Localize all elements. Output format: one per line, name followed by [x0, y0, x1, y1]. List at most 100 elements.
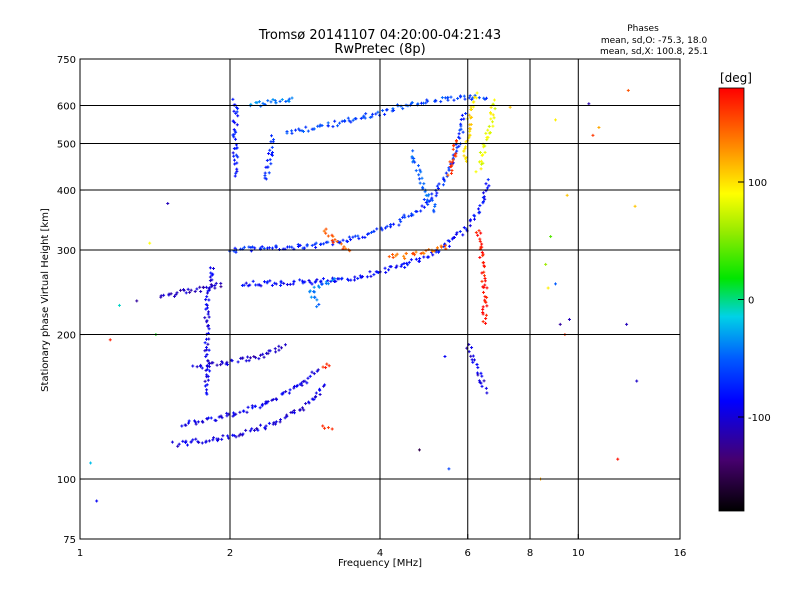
data-point [306, 376, 310, 380]
data-point [633, 204, 637, 208]
data-point [467, 113, 471, 117]
data-point [189, 440, 193, 444]
data-point [232, 158, 236, 162]
data-point [220, 416, 224, 420]
data-point [432, 210, 436, 214]
data-point [458, 94, 462, 98]
data-point [426, 99, 430, 103]
data-point [323, 383, 327, 387]
data-point [387, 268, 391, 272]
data-point [300, 279, 304, 283]
data-point [216, 437, 220, 441]
data-point [211, 361, 215, 365]
data-point [318, 392, 322, 396]
data-point [414, 169, 418, 173]
data-point [196, 420, 200, 424]
data-point [205, 295, 209, 299]
data-point [209, 416, 213, 420]
data-point [356, 277, 360, 281]
data-point [315, 278, 319, 282]
x-tick-label: 16 [674, 548, 687, 559]
colorbar-unit: [deg] [720, 71, 752, 85]
data-point [279, 279, 283, 283]
data-point [481, 254, 485, 258]
data-point [326, 124, 330, 128]
data-point [326, 234, 330, 238]
data-point [232, 413, 236, 417]
data-point [365, 275, 369, 279]
data-point [193, 289, 197, 293]
data-point [273, 99, 277, 103]
data-point [447, 244, 451, 248]
data-point [351, 118, 355, 122]
data-point [397, 223, 401, 227]
data-point [427, 247, 431, 251]
data-point [478, 210, 482, 214]
data-point [204, 345, 208, 349]
data-point [235, 106, 239, 110]
data-point [430, 196, 434, 200]
data-point [195, 287, 199, 291]
colorbar-tick-label: 0 [748, 296, 754, 307]
data-point [616, 457, 620, 461]
data-point [411, 251, 415, 255]
data-point [339, 242, 343, 246]
data-point [422, 255, 426, 259]
data-point [274, 420, 278, 424]
data-point [231, 151, 235, 155]
data-point [321, 277, 325, 281]
data-point [270, 283, 274, 287]
data-point [269, 100, 273, 104]
data-point [279, 346, 283, 350]
data-point [206, 378, 210, 382]
data-point [403, 257, 407, 261]
data-point [267, 421, 271, 425]
data-point [207, 310, 211, 314]
data-point [483, 283, 487, 287]
data-point [411, 149, 415, 153]
data-point [422, 182, 426, 186]
data-point [483, 274, 487, 278]
data-point [478, 239, 482, 243]
data-point [282, 281, 286, 285]
data-point [233, 162, 237, 166]
data-point [294, 128, 298, 132]
data-point [489, 111, 493, 115]
data-point [347, 235, 351, 239]
data-point [235, 146, 239, 150]
data-point [478, 204, 482, 208]
data-point [414, 257, 418, 261]
data-point [232, 411, 236, 415]
data-point [176, 444, 180, 448]
data-point [201, 420, 205, 424]
x-axis-label: Frequency [MHz] [338, 558, 422, 569]
data-point [484, 317, 488, 321]
data-point [249, 356, 253, 360]
data-point [446, 95, 450, 99]
data-point [426, 202, 430, 206]
data-point [281, 391, 285, 395]
data-point [481, 307, 485, 311]
data-point [314, 241, 318, 245]
data-point [250, 404, 254, 408]
data-point [310, 397, 314, 401]
data-point [204, 440, 208, 444]
data-point [414, 250, 418, 254]
data-point [315, 298, 319, 302]
data-point [242, 409, 246, 413]
data-point [95, 499, 99, 503]
data-point [233, 246, 237, 250]
data-point [458, 128, 462, 132]
chart-grid [80, 59, 680, 539]
data-point [184, 423, 188, 427]
data-point [337, 277, 341, 281]
data-point [484, 313, 488, 317]
data-point [420, 204, 424, 208]
data-point [211, 272, 215, 276]
data-point [253, 246, 257, 250]
data-point [469, 218, 473, 222]
data-point [198, 364, 202, 368]
data-point [321, 365, 325, 369]
data-point [477, 229, 481, 233]
data-point [394, 254, 398, 258]
